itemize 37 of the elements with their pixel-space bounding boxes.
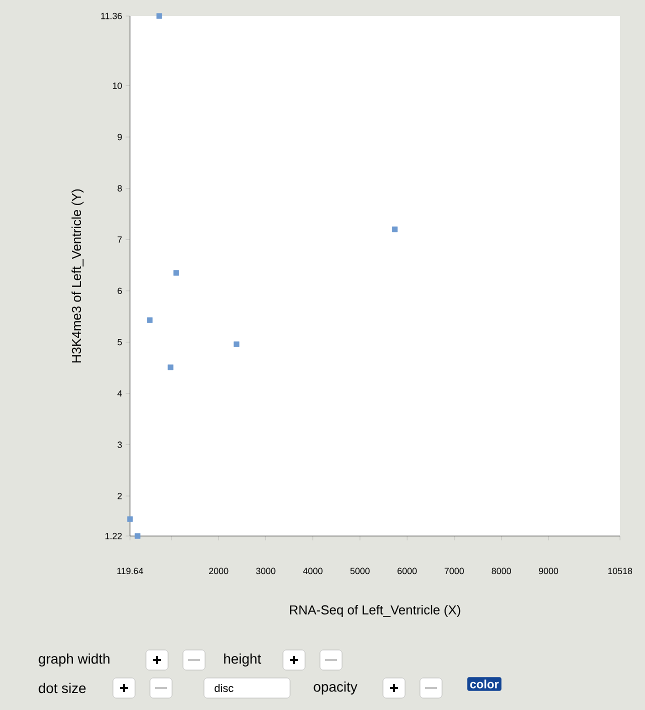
text: disc	[214, 684, 234, 692]
text: opacity	[314, 682, 358, 695]
y-tick-label: 8	[118, 185, 122, 192]
point	[173, 270, 179, 276]
y-tick-label: 3	[118, 442, 122, 448]
x-tick-label: 6000	[398, 568, 417, 574]
y-axis-title: H3K4me3 of Left_Ventricle (Y)	[72, 189, 84, 362]
y-tick-label: 11.36	[101, 12, 122, 20]
y-tick-label: 10	[112, 82, 122, 89]
text: color	[470, 680, 499, 688]
y-tick-label: 9	[118, 134, 122, 140]
point	[234, 341, 240, 348]
point	[147, 317, 153, 323]
x-tick-label: 10518	[608, 568, 632, 574]
x-tick-label: 119.64	[117, 568, 144, 574]
y-tick-label: 6	[118, 288, 122, 294]
y-tick-label: 7	[118, 236, 122, 243]
x-tick-label: 5000	[350, 568, 370, 574]
text: dot size	[38, 682, 86, 694]
x-tick-label: 9000	[538, 568, 558, 574]
text: graph width	[38, 654, 110, 667]
point	[134, 533, 140, 539]
text: height	[224, 654, 262, 667]
point	[127, 516, 133, 522]
x-tick-label: 8000	[492, 568, 511, 574]
point	[392, 226, 398, 232]
x-tick-label: 4000	[303, 568, 322, 574]
y-tick-label: 4	[117, 390, 122, 397]
point	[156, 13, 162, 19]
x-tick-label: 3000	[256, 568, 276, 574]
x-axis-title: RNA-Seq of Left_Ventricle (X)	[290, 604, 460, 618]
x-tick-label: 7000	[444, 568, 464, 574]
x-tick-label: 2000	[209, 568, 228, 574]
y-tick-label: 5	[118, 339, 122, 346]
y-tick-label: 1.22	[105, 532, 122, 540]
y-tick-label: 2	[118, 492, 122, 500]
point	[168, 364, 174, 370]
